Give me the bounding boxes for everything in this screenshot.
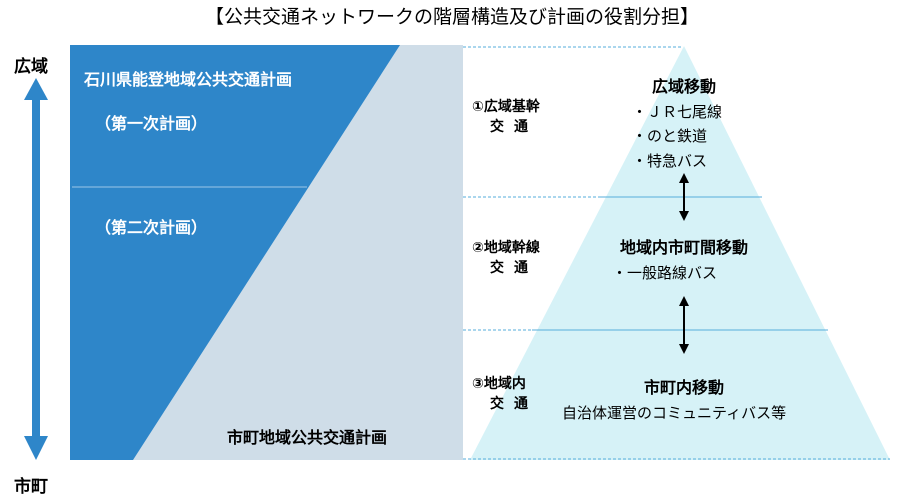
tier-item: ・一般路線バス — [612, 264, 718, 282]
prefectural-plan-title: 石川県能登地域公共交通計画 — [84, 70, 293, 89]
tier-item: ・特急バス — [632, 152, 708, 170]
tier-heading-intra-municipal: 市町内移動 — [643, 378, 724, 397]
diagram-title: 【公共交通ネットワークの階層構造及び計画の役割分担】 — [204, 6, 699, 28]
phase1-label: （第一次計画） — [95, 114, 208, 133]
axis-label-municipal: 市町 — [14, 477, 48, 497]
connector-arrow-2 — [679, 296, 689, 354]
connector-arrow-1 — [679, 173, 689, 221]
tier-item: 自治体運営のコミュニティバス等 — [562, 404, 787, 422]
tier-heading-wide-area: 広域移動 — [651, 77, 716, 96]
municipal-plan-title: 市町地域公共交通計画 — [227, 428, 388, 447]
tier-item: ・ＪＲ七尾線 — [632, 103, 723, 121]
tier-label-wide-trunk: ①広域基幹 交通 — [472, 99, 540, 135]
scale-axis-arrow — [24, 78, 48, 460]
tier-item: ・のと鉄道 — [632, 127, 708, 145]
tier-label-regional-trunk: ②地域幹線 交通 — [472, 240, 540, 276]
tier-label-local: ③地域内 交通 — [472, 376, 538, 412]
prefectural-plan-area — [70, 45, 400, 460]
phase2-label: （第二次計画） — [95, 218, 208, 237]
axis-label-wide-area: 広域 — [14, 57, 48, 77]
tier-heading-inter-municipal: 地域内市町間移動 — [619, 238, 748, 257]
transport-pyramid — [470, 46, 890, 460]
